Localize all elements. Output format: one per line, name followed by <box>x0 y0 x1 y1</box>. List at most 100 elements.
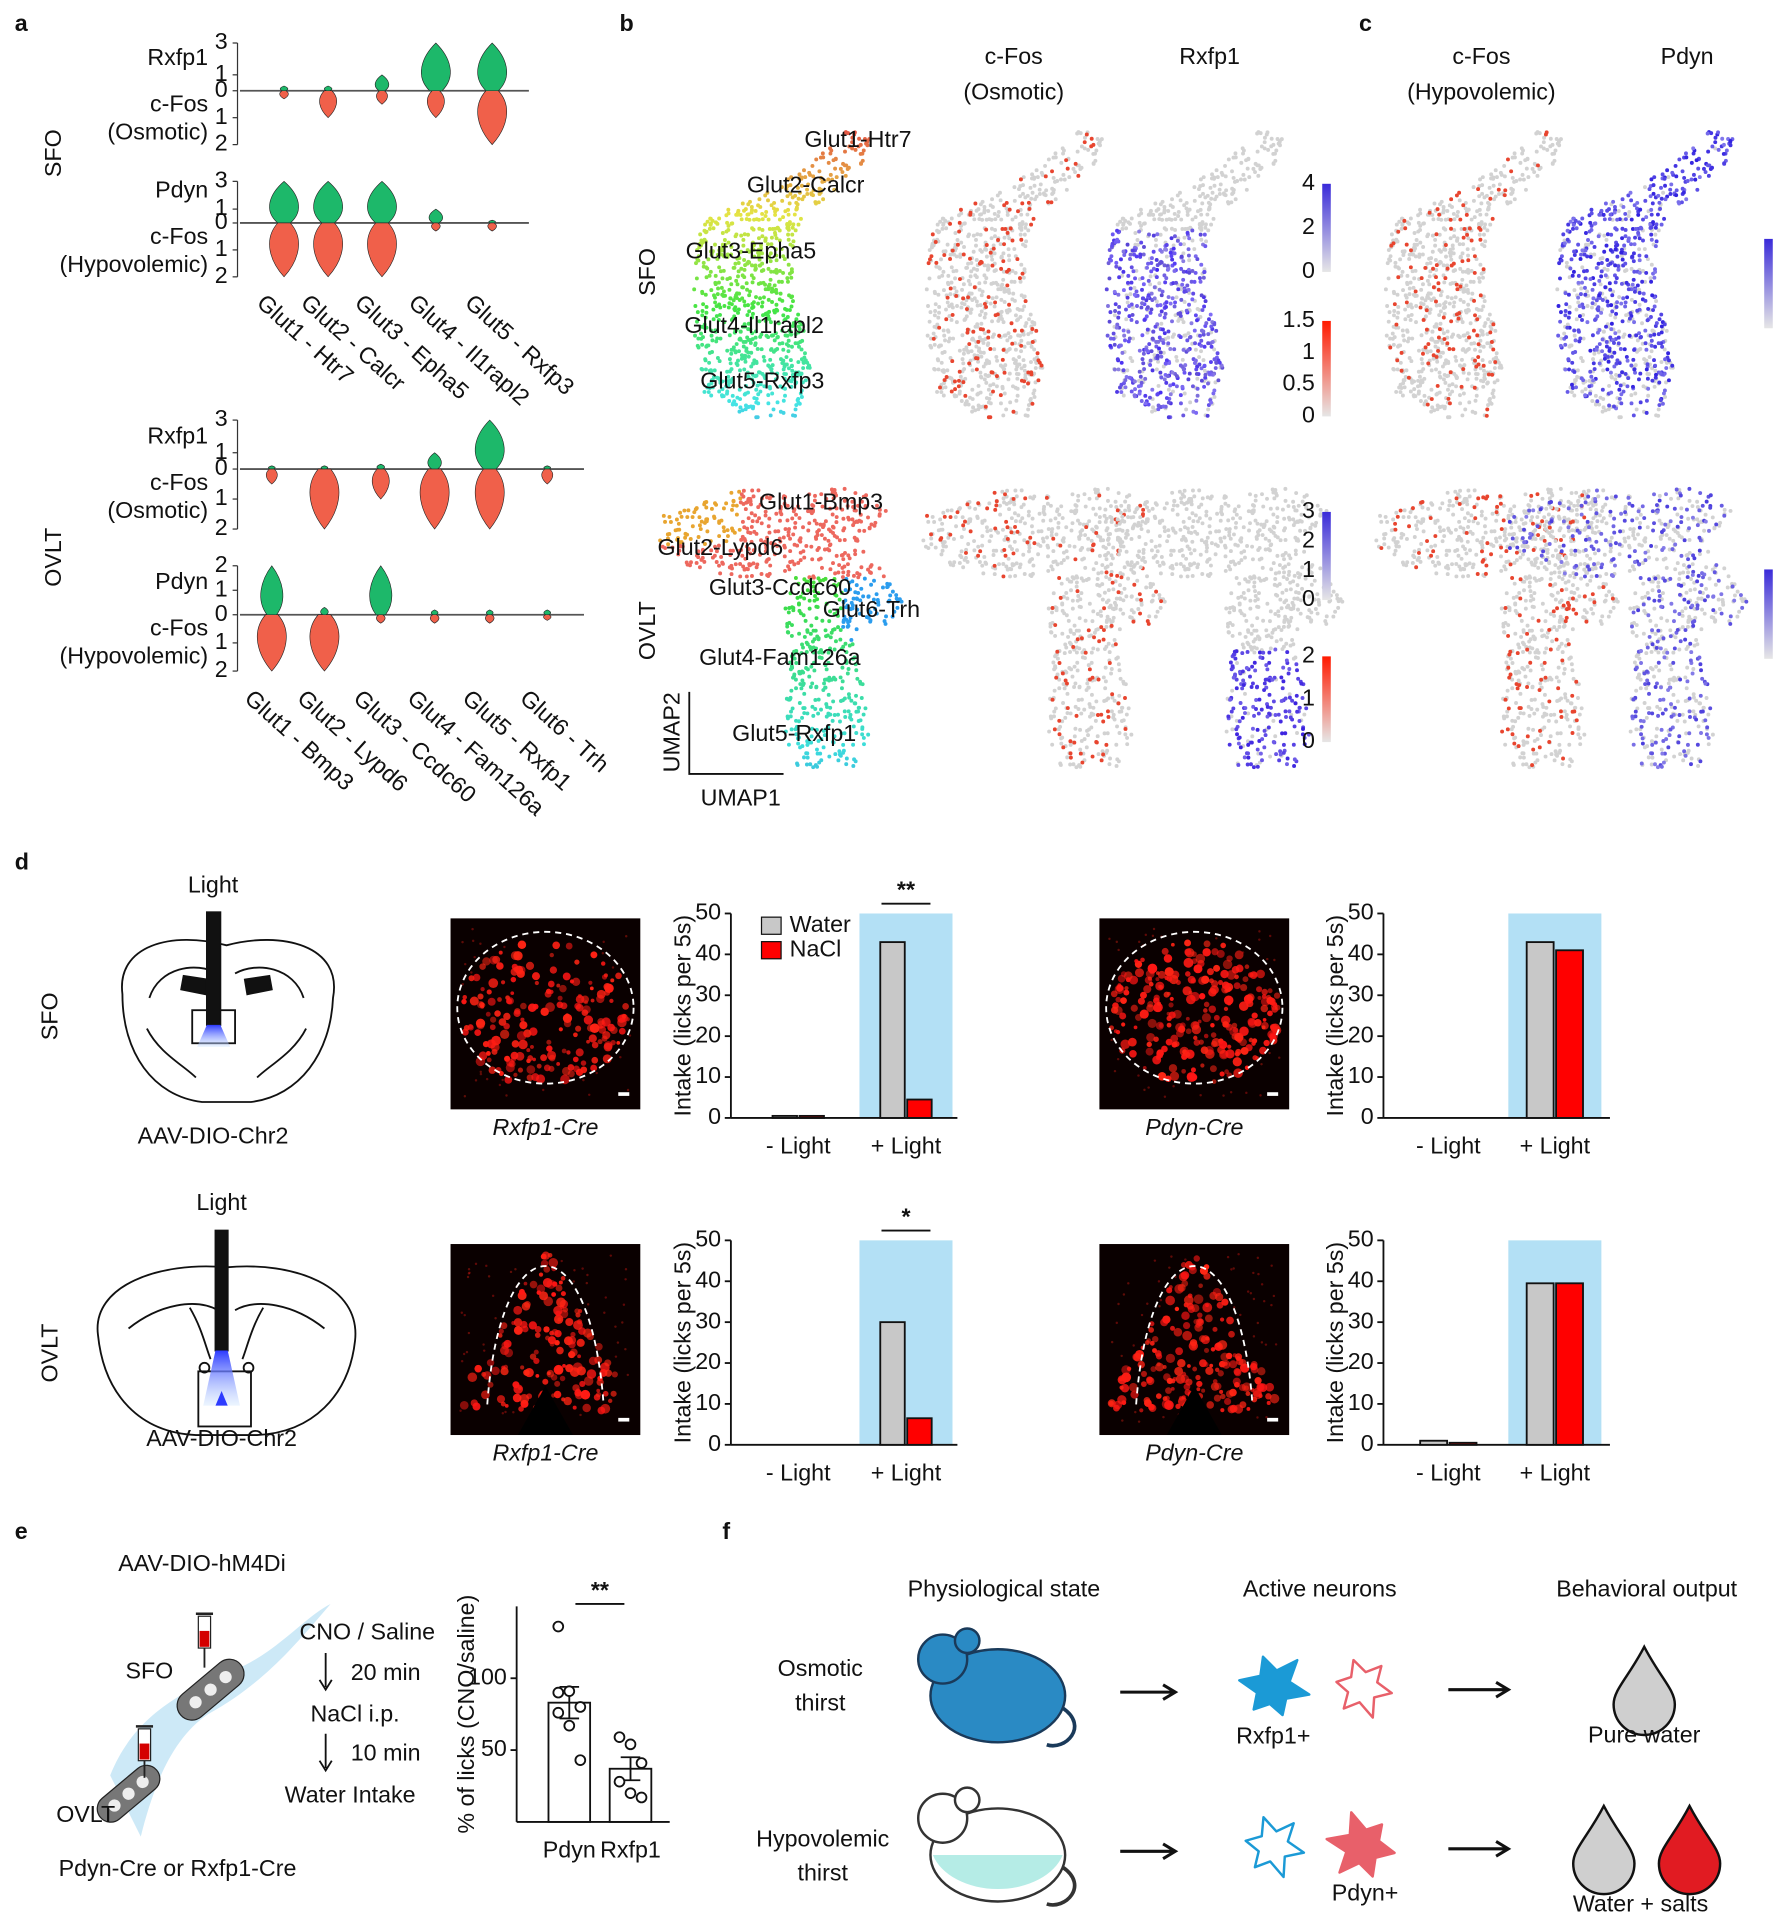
umap-point <box>1007 258 1012 263</box>
umap-point <box>971 212 976 217</box>
umap-point <box>1485 381 1490 386</box>
violin <box>474 419 505 470</box>
umap-point <box>1518 160 1523 165</box>
umap-point <box>1181 251 1186 256</box>
umap-point <box>1640 279 1645 284</box>
umap-point <box>1128 257 1132 261</box>
umap-point <box>1605 367 1610 372</box>
umap-point <box>742 267 747 272</box>
umap-point <box>815 764 820 769</box>
umap-point <box>1075 149 1080 154</box>
umap-point <box>717 216 722 221</box>
umap-point <box>1076 173 1081 178</box>
umap-point <box>1621 296 1626 301</box>
umap-point <box>808 762 813 767</box>
umap-point <box>686 508 691 513</box>
umap-point <box>1640 321 1644 326</box>
umap-point <box>1115 222 1120 227</box>
umap-point <box>1026 332 1031 337</box>
umap-point <box>1393 260 1398 265</box>
umap-point <box>721 268 726 273</box>
region-label: OVLT <box>40 528 66 587</box>
umap-point <box>949 216 954 221</box>
umap-point <box>1114 260 1119 265</box>
umap-point <box>1457 190 1462 195</box>
umap-point <box>1277 138 1282 143</box>
umap-point <box>1019 338 1024 343</box>
umap-point <box>1612 350 1617 355</box>
umap-point <box>1172 269 1177 273</box>
umap-point <box>1611 199 1616 204</box>
umap-point <box>848 712 853 717</box>
umap-point <box>729 282 734 287</box>
umap-point <box>1573 338 1578 343</box>
umap-point <box>1571 350 1575 355</box>
umap-point <box>745 526 750 531</box>
umap-point <box>718 312 722 317</box>
umap-point <box>726 207 731 212</box>
umap-point <box>802 555 807 560</box>
umap-point <box>1414 238 1419 242</box>
umap-point <box>832 713 837 717</box>
umap-point <box>1115 389 1120 394</box>
umap-point <box>1419 357 1424 362</box>
umap-point <box>808 685 813 689</box>
umap-point <box>939 343 943 348</box>
umap-point <box>1565 228 1570 233</box>
umap-point <box>1460 259 1465 264</box>
umap-point <box>1204 239 1209 244</box>
umap-point <box>1493 360 1498 365</box>
umap-point <box>1453 295 1458 300</box>
umap-point <box>1404 368 1409 373</box>
umap-point <box>1004 308 1009 313</box>
umap-point <box>1632 242 1637 247</box>
umap-point <box>1127 314 1132 319</box>
umap-point <box>1000 357 1005 362</box>
umap-point <box>810 681 815 686</box>
umap-point <box>1623 300 1628 305</box>
umap-point <box>758 281 763 286</box>
umap-point <box>1484 413 1489 418</box>
umap-point <box>801 525 805 530</box>
umap-point <box>1480 183 1485 188</box>
umap-point <box>731 347 736 352</box>
umap-point <box>769 242 774 247</box>
umap-point <box>761 354 766 359</box>
umap-point <box>1450 246 1455 251</box>
umap-point <box>1407 286 1412 291</box>
umap-point <box>1181 277 1186 282</box>
umap-point <box>711 307 716 312</box>
umap-point <box>826 160 831 165</box>
umap-point <box>744 403 748 408</box>
umap-point <box>1485 228 1490 233</box>
fos-label: c-Fos <box>150 469 208 495</box>
umap-point <box>743 339 748 344</box>
umap-point <box>1176 209 1181 214</box>
umap-point <box>1187 258 1192 263</box>
umap-point <box>1600 409 1605 414</box>
umap-point <box>734 278 739 283</box>
umap-point <box>1466 270 1471 275</box>
umap-point <box>1637 236 1642 241</box>
umap-point <box>766 242 770 247</box>
umap-point <box>1541 146 1546 151</box>
umap-point <box>1425 402 1430 407</box>
umap-point <box>855 571 860 576</box>
umap-point <box>1388 336 1393 341</box>
umap-point <box>1395 265 1400 270</box>
umap-point <box>1465 232 1470 237</box>
umap-point <box>1435 403 1440 408</box>
umap-point <box>1400 393 1405 398</box>
umap-point <box>820 565 824 570</box>
umap-point <box>973 273 978 278</box>
umap-point <box>1180 357 1185 362</box>
umap-point <box>1441 210 1446 215</box>
umap-point <box>1421 351 1425 356</box>
umap-point <box>1112 342 1117 347</box>
umap-point <box>740 201 745 206</box>
umap-point <box>1162 331 1167 336</box>
umap-point <box>1645 318 1650 323</box>
umap-point <box>791 321 796 326</box>
umap-point <box>1172 304 1177 309</box>
umap-point <box>1601 368 1606 373</box>
